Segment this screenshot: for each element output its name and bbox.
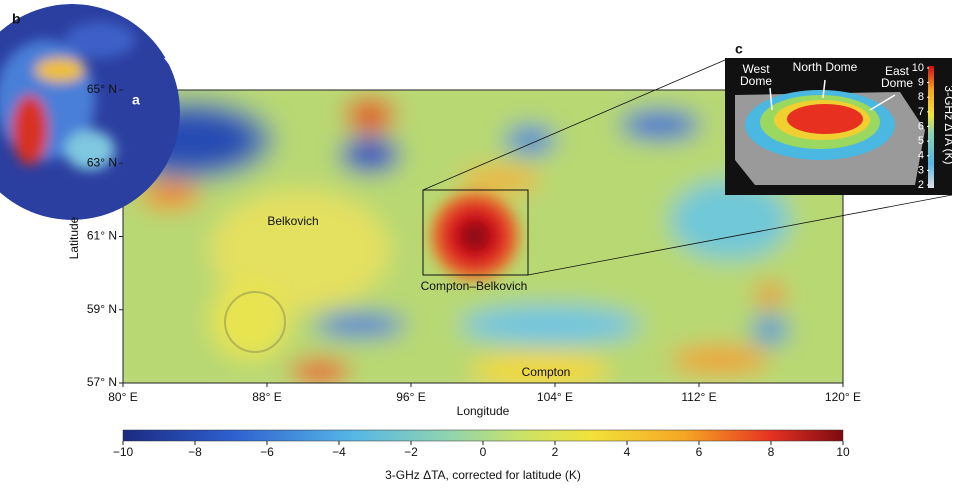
dome-label: East: [885, 64, 910, 78]
x-axis-label: Longitude: [457, 404, 510, 418]
y-tick-label: 57° N: [87, 375, 117, 389]
x-tick-label: 104° E: [537, 390, 573, 404]
inset-colorbar-tick-label: 4: [918, 150, 924, 162]
x-tick-label: 96° E: [396, 390, 425, 404]
y-tick-label: 59° N: [87, 302, 117, 316]
panel-label: b: [12, 11, 21, 27]
y-tick-label: 65° N: [87, 82, 117, 96]
place-label: Belkovich: [267, 214, 318, 228]
map: [122, 59, 953, 384]
inset: [725, 58, 952, 195]
y-axis-label: Latitude: [67, 216, 81, 259]
dome-label: Dome: [881, 76, 913, 90]
colorbar-tick-label: −10: [113, 445, 134, 459]
panel-label: c: [735, 41, 743, 57]
place-label: Compton: [522, 365, 571, 379]
colorbar-tick-label: 10: [836, 445, 850, 459]
x-tick-label: 112° E: [681, 390, 716, 404]
y-tick-label: 61° N: [87, 229, 117, 243]
x-tick-label: 88° E: [252, 390, 281, 404]
colorbar-tick-label: 2: [552, 445, 559, 459]
x-tick-label: 120° E: [825, 390, 861, 404]
dome-label: West: [742, 62, 770, 76]
inset-colorbar-tick-label: 2: [918, 179, 924, 191]
colorbar-tick-label: 6: [696, 445, 703, 459]
x-tick-label: 80° E: [108, 390, 137, 404]
colorbar-tick-label: 8: [768, 445, 775, 459]
globe: [0, 4, 180, 220]
colorbar-label: 3-GHz ΔTA, corrected for latitude (K): [385, 468, 581, 482]
dome-label: North Dome: [793, 60, 858, 74]
inset-colorbar-tick-label: 8: [918, 91, 924, 103]
colorbar: [122, 429, 844, 442]
dome-label: Dome: [740, 74, 772, 88]
colorbar-tick-label: 4: [624, 445, 631, 459]
y-tick-label: 63° N: [87, 155, 117, 169]
colorbar-tick-label: −4: [332, 445, 346, 459]
colorbar-tick-label: −6: [260, 445, 274, 459]
inset-colorbar-label: 3-GHz ΔTA (K): [942, 85, 956, 164]
inset-colorbar-tick-label: 9: [918, 77, 924, 89]
panel-label: a: [132, 92, 140, 108]
inset-colorbar-tick-label: 3: [918, 164, 924, 176]
inset-colorbar-tick-label: 5: [918, 135, 924, 147]
place-label: Compton–Belkovich: [421, 279, 528, 293]
colorbar-tick-label: −2: [404, 445, 418, 459]
inset-colorbar-tick-label: 6: [918, 120, 924, 132]
inset-colorbar-tick-label: 10: [912, 62, 924, 74]
colorbar-tick-label: −8: [188, 445, 202, 459]
colorbar-tick-label: 0: [480, 445, 487, 459]
inset-colorbar-tick-label: 7: [918, 106, 924, 118]
